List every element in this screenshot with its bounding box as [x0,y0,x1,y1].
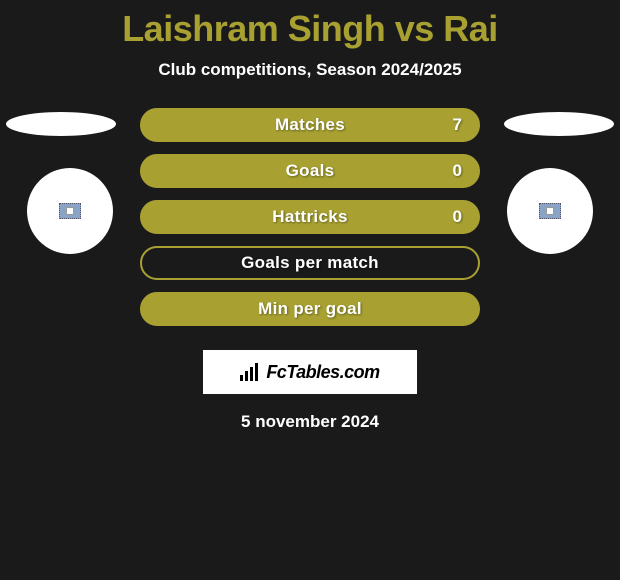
placeholder-image-icon [59,203,81,219]
page-title: Laishram Singh vs Rai [122,8,498,50]
bar-chart-icon [240,363,262,381]
stat-value-right: 7 [453,115,462,135]
stat-label: Hattricks [272,207,347,227]
stat-value-right: 0 [453,207,462,227]
stat-row: Goals 0 [140,154,480,188]
stat-row: Matches 7 [140,108,480,142]
stat-label: Goals per match [241,253,379,273]
stat-row: Min per goal [140,292,480,326]
stat-value-right: 0 [453,161,462,181]
player-avatar-left [27,168,113,254]
placeholder-image-icon [539,203,561,219]
date-label: 5 november 2024 [241,412,379,432]
stat-label: Min per goal [258,299,362,319]
page-subtitle: Club competitions, Season 2024/2025 [158,60,461,80]
club-ellipse-left [6,112,116,136]
club-ellipse-right [504,112,614,136]
stat-rows: Matches 7 Goals 0 Hattricks 0 Goals per match M… [140,108,480,326]
logo-text: FcTables.com [266,362,379,383]
stat-label: Goals [286,161,335,181]
stat-row: Hattricks 0 [140,200,480,234]
stat-label: Matches [275,115,345,135]
fctables-logo: FcTables.com [203,350,417,394]
player-avatar-right [507,168,593,254]
comparison-area: Matches 7 Goals 0 Hattricks 0 Goals per match M… [0,108,620,326]
stat-row: Goals per match [140,246,480,280]
